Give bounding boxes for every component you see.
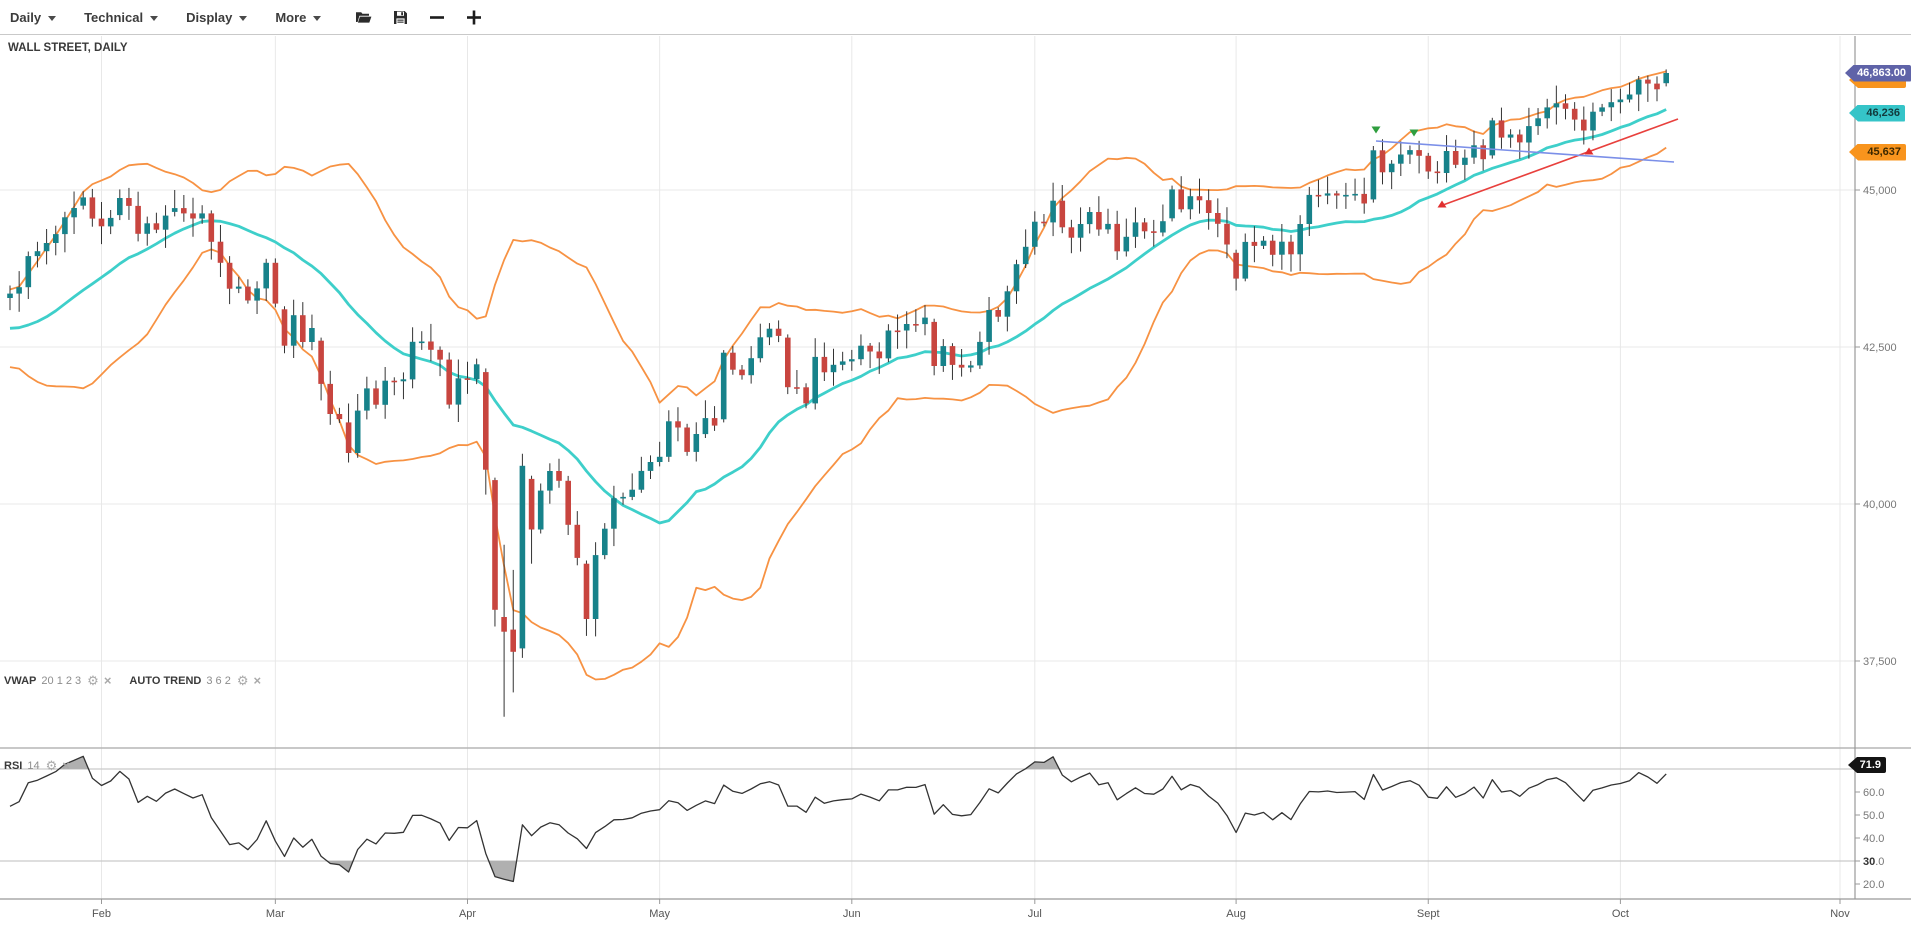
rsi-axis-label: 30.0 bbox=[1863, 856, 1884, 868]
indicator-settings-gear-icon[interactable]: ⚙ bbox=[87, 673, 99, 688]
rsi-axis-label: 60.0 bbox=[1863, 787, 1884, 799]
indicator-params: 20 1 2 3 bbox=[41, 675, 82, 687]
price-axis-label: 37,500 bbox=[1863, 656, 1897, 668]
instrument-title: WALL STREET, DAILY bbox=[8, 42, 128, 54]
indicator-settings-gear-icon[interactable]: ⚙ bbox=[45, 758, 58, 773]
toolbar-menus: Daily Technical Display More bbox=[10, 10, 349, 25]
more-menu[interactable]: More bbox=[275, 10, 322, 25]
main-indicator-legend: VWAP 20 1 2 3 ⚙ × AUTO TREND 3 6 2 ⚙ × bbox=[4, 673, 262, 688]
chevron-down-icon bbox=[150, 15, 159, 21]
display-menu[interactable]: Display bbox=[186, 10, 248, 25]
indicator-params: 3 6 2 bbox=[206, 675, 231, 687]
month-axis-label: Apr bbox=[459, 908, 476, 920]
zoom-out-icon[interactable] bbox=[429, 10, 445, 25]
indicator-remove-icon[interactable]: × bbox=[62, 758, 70, 773]
indicator-remove-icon[interactable]: × bbox=[103, 673, 112, 688]
open-folder-icon[interactable] bbox=[355, 10, 372, 25]
indicator-settings-gear-icon[interactable]: ⚙ bbox=[236, 673, 249, 688]
month-axis-label: Jun bbox=[843, 908, 861, 920]
month-axis-label: May bbox=[649, 908, 670, 920]
technical-menu[interactable]: Technical bbox=[84, 10, 159, 25]
indicator-name: RSI bbox=[4, 760, 23, 772]
indicator-params: 14 bbox=[27, 760, 40, 772]
price-axis-label: 42,500 bbox=[1863, 342, 1897, 354]
month-axis-label: Oct bbox=[1612, 908, 1629, 920]
month-axis-label: Nov bbox=[1830, 908, 1850, 920]
zoom-in-icon[interactable] bbox=[466, 10, 482, 25]
indicator-name: AUTO TREND bbox=[129, 675, 202, 687]
rsi-axis-label: 50.0 bbox=[1863, 810, 1884, 822]
price-axis-label: 40,000 bbox=[1863, 499, 1897, 511]
chart-toolbar: Daily Technical Display More bbox=[0, 0, 1911, 35]
price-axis-label: 45,000 bbox=[1863, 185, 1897, 197]
indicator-remove-icon[interactable]: × bbox=[253, 673, 262, 688]
indicator-name: VWAP bbox=[4, 675, 37, 687]
timeframe-menu[interactable]: Daily bbox=[10, 10, 57, 25]
chevron-down-icon bbox=[239, 15, 248, 21]
save-icon[interactable] bbox=[393, 10, 408, 25]
last-price-badge: 46,863.00 bbox=[1845, 64, 1911, 82]
chevron-down-icon bbox=[48, 15, 57, 21]
month-axis-label: Aug bbox=[1226, 908, 1246, 920]
lower-band-badge: 45,637 bbox=[1849, 143, 1906, 161]
chevron-down-icon bbox=[313, 15, 322, 21]
toolbar-icons bbox=[355, 10, 503, 25]
month-axis-label: Mar bbox=[266, 908, 285, 920]
sma-badge: 46,236 bbox=[1849, 104, 1905, 122]
rsi-badge: 71.9 bbox=[1848, 757, 1886, 773]
rsi-axis-label: 40.0 bbox=[1863, 833, 1884, 845]
month-axis-label: Feb bbox=[92, 908, 111, 920]
month-axis-label: Sept bbox=[1417, 908, 1440, 920]
rsi-indicator-legend: RSI 14 ⚙ × bbox=[4, 758, 70, 773]
rsi-axis-label: 20.0 bbox=[1863, 879, 1884, 891]
month-axis-label: Jul bbox=[1028, 908, 1042, 920]
